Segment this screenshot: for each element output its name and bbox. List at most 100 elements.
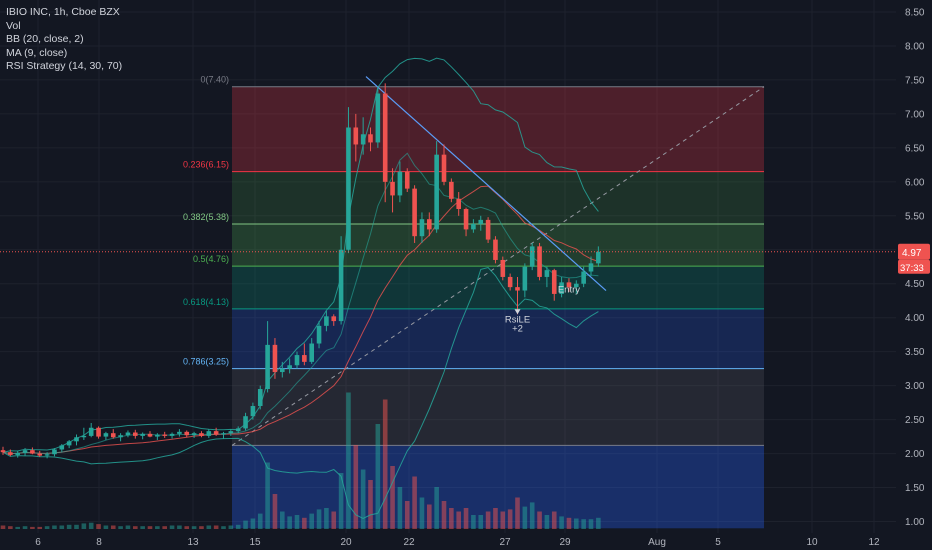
legend: IBIO INC, 1h, Cboe BZX Vol BB (20, close… xyxy=(6,6,122,74)
y-tick-label: 8.00 xyxy=(905,41,925,52)
candle-body xyxy=(8,452,13,455)
y-tick-label: 3.50 xyxy=(905,347,925,358)
volume-bar xyxy=(52,525,57,529)
candle-body xyxy=(485,219,491,240)
annotation-label: RsiLE xyxy=(505,314,530,325)
volume-bar xyxy=(140,526,145,529)
y-tick-label: 1.00 xyxy=(905,517,925,528)
bb-upper xyxy=(2,57,599,453)
volume-bar xyxy=(515,497,520,529)
candle-body xyxy=(250,406,256,417)
volume-bar xyxy=(419,497,425,529)
ma-line xyxy=(2,152,599,455)
volume-bars xyxy=(0,392,601,529)
y-tick-label: 1.50 xyxy=(905,483,925,494)
volume-bar xyxy=(581,519,586,529)
volume-bar xyxy=(353,445,359,529)
volume-bar xyxy=(199,526,204,529)
candle-body xyxy=(235,428,241,432)
x-tick-label: 10 xyxy=(806,537,818,548)
volume-bar xyxy=(397,487,403,529)
volume-bar xyxy=(294,515,300,529)
candle-body xyxy=(507,276,513,288)
candle-body xyxy=(346,127,351,250)
price-badge xyxy=(898,243,930,260)
y-tick-label: 7.50 xyxy=(905,75,925,86)
volume-bar xyxy=(309,513,314,529)
y-tick-label: 3.00 xyxy=(905,381,925,392)
y-tick-label: 6.00 xyxy=(905,177,925,188)
volume-bar xyxy=(184,526,190,529)
legend-rsi: RSI Strategy (14, 30, 70) xyxy=(6,60,123,72)
x-tick-label: 20 xyxy=(340,537,352,548)
volume-bar xyxy=(155,526,160,529)
candle-body xyxy=(199,433,204,436)
volume-bar xyxy=(368,480,373,529)
candle-body xyxy=(294,355,300,366)
x-tick-label: 15 xyxy=(249,537,261,548)
candle-body xyxy=(544,270,550,277)
candle-body xyxy=(52,449,57,455)
candle-body xyxy=(280,368,285,373)
candle-body xyxy=(184,431,190,436)
candle-body xyxy=(44,454,50,456)
candle-body xyxy=(162,434,167,436)
volume-bar xyxy=(493,508,498,529)
candle-body xyxy=(449,181,454,199)
volume-bar xyxy=(331,511,337,529)
candle-body xyxy=(456,198,461,210)
candle-body xyxy=(66,441,72,446)
candle-body xyxy=(551,270,557,294)
fib-label: 0.618(4.13) xyxy=(183,297,229,307)
candle-body xyxy=(529,246,535,267)
volume-bar xyxy=(206,525,212,529)
candle-body xyxy=(103,433,109,437)
y-tick-label: 2.50 xyxy=(905,415,925,426)
volume-bar xyxy=(316,509,322,529)
volume-bar xyxy=(162,526,167,529)
fib-trendline xyxy=(231,86,765,446)
volume-bar xyxy=(507,509,513,529)
candle-body xyxy=(596,251,601,264)
fib-label: 0.236(6.15) xyxy=(183,160,229,170)
volume-bar xyxy=(257,513,263,529)
y-tick-label: 4.00 xyxy=(905,313,925,324)
candle-body xyxy=(588,263,594,272)
x-tick-label: 5 xyxy=(715,537,721,548)
candle-body xyxy=(434,154,439,230)
candle-body xyxy=(353,127,359,145)
volume-bar xyxy=(22,526,28,529)
volume-bar xyxy=(544,515,550,529)
candle-body xyxy=(316,325,322,344)
candle-body xyxy=(537,246,542,277)
fib-label: 0(7.40) xyxy=(200,75,229,85)
candle-body xyxy=(206,431,212,436)
volume-bar xyxy=(537,511,542,529)
candle-body xyxy=(338,249,344,322)
annotation-label: +2 xyxy=(512,323,523,334)
volume-bar xyxy=(324,508,329,529)
volume-bar xyxy=(81,523,87,529)
volume-bar xyxy=(8,526,13,529)
candle-body xyxy=(324,316,329,326)
legend-symbol: IBIO INC, 1h, Cboe BZX xyxy=(6,6,120,18)
candle-body xyxy=(382,93,388,182)
candle-body xyxy=(257,389,263,407)
candle-body xyxy=(155,434,160,437)
legend-vol: Vol xyxy=(6,19,21,32)
candle-body xyxy=(272,344,278,373)
fib-zone xyxy=(232,266,764,309)
candle-body xyxy=(419,219,425,237)
countdown-badge xyxy=(898,259,930,274)
volume-bar xyxy=(88,522,94,529)
candle-body xyxy=(30,450,35,454)
fib-zone xyxy=(232,86,764,172)
fib-zone xyxy=(232,171,764,224)
volume-bar xyxy=(338,473,344,529)
y-tick-label: 2.00 xyxy=(905,449,925,460)
candle-body xyxy=(375,93,381,143)
x-tick-label: 22 xyxy=(403,537,415,548)
volume-bar xyxy=(551,511,557,529)
candle-body xyxy=(88,427,94,436)
